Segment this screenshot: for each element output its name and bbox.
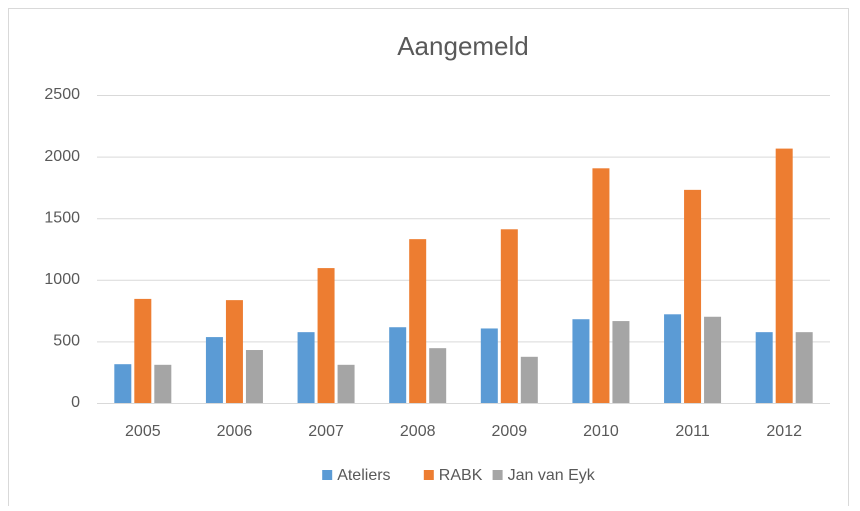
- y-tick-label: 2500: [44, 86, 80, 103]
- bar: [592, 168, 610, 403]
- x-tick-label: 2009: [492, 423, 528, 440]
- x-tick-label: 2005: [125, 423, 161, 440]
- bar: [154, 364, 172, 403]
- bar: [389, 327, 407, 403]
- legend-swatch: [492, 470, 503, 480]
- legend-label: Jan van Eyk: [508, 467, 596, 484]
- bar: [664, 314, 682, 403]
- bar: [114, 364, 132, 403]
- bar: [795, 332, 813, 403]
- y-tick-label: 500: [53, 333, 80, 350]
- bar: [245, 350, 263, 403]
- x-tick-label: 2012: [766, 423, 802, 440]
- x-tick-label: 2010: [583, 423, 619, 440]
- bar: [409, 239, 427, 403]
- y-tick-label: 0: [71, 394, 80, 411]
- bar: [704, 316, 722, 403]
- bar: [612, 321, 630, 403]
- bar: [337, 364, 355, 403]
- bar: [480, 328, 498, 403]
- legend-label: Ateliers: [337, 467, 390, 484]
- legend-label: RABK: [439, 467, 483, 484]
- bar: [500, 229, 518, 403]
- legend-swatch: [322, 470, 333, 480]
- y-tick-label: 2000: [44, 148, 80, 165]
- x-tick-label: 2008: [400, 423, 436, 440]
- bar: [572, 319, 590, 403]
- bar: [297, 332, 315, 403]
- bar: [225, 300, 243, 403]
- bar: [134, 298, 152, 403]
- bar: [755, 332, 773, 403]
- y-tick-label: 1000: [44, 271, 80, 288]
- x-tick-label: 2011: [675, 423, 710, 440]
- bar: [775, 148, 793, 403]
- legend-swatch: [423, 470, 434, 480]
- x-tick-label: 2007: [308, 423, 344, 440]
- x-tick-label: 2006: [217, 423, 253, 440]
- chart-title: Aangemeld: [397, 31, 529, 61]
- bar: [317, 268, 335, 403]
- bar: [520, 356, 538, 403]
- chart-frame: [8, 8, 849, 511]
- bar: [684, 189, 702, 403]
- y-tick-label: 1500: [44, 209, 80, 226]
- bar: [205, 337, 223, 403]
- bar: [429, 348, 447, 403]
